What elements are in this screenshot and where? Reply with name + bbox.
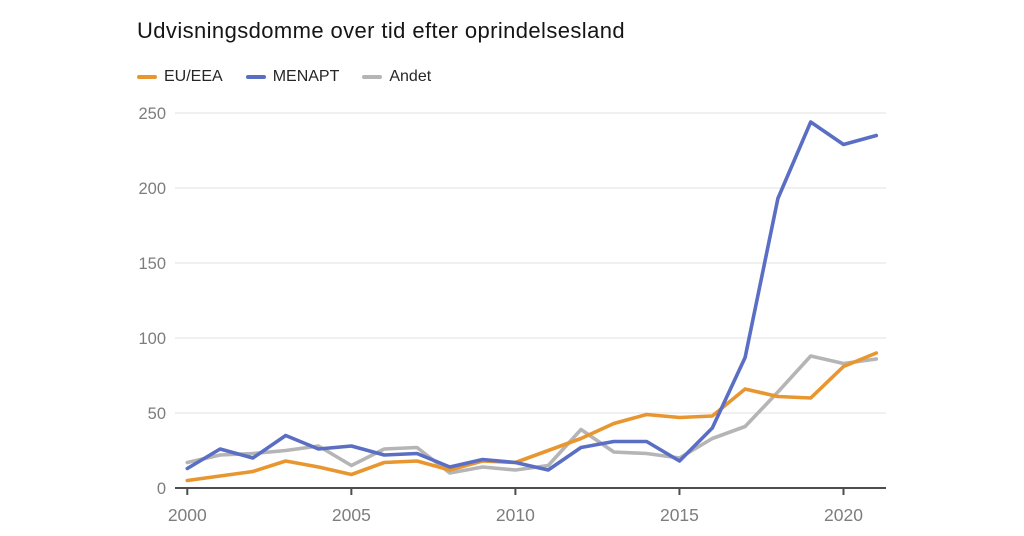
series-line-menapt [185,120,879,472]
x-tick-label-2020: 2020 [824,505,863,525]
series-line-eu-eea [185,351,879,483]
y-tick-label-250: 250 [138,105,166,123]
y-tick-label-100: 100 [138,330,166,348]
legend-item-eu-eea[interactable]: EU/EEA [137,68,223,86]
legend-label-eu-eea: EU/EEA [164,68,223,85]
y-tick-label-200: 200 [138,180,166,198]
x-tick-label-2015: 2015 [660,505,699,525]
eu-eea-line-swatch-icon [137,75,157,79]
x-tick-label-2005: 2005 [332,505,371,525]
legend-label-menapt: MENAPT [272,68,340,85]
x-tick-label-2000: 2000 [168,505,207,525]
chart-title: Udvisningsdomme over tid efter oprindels… [137,18,625,43]
legend-label-andet: Andet [389,68,432,85]
legend-item-andet[interactable]: Andet [362,68,431,86]
legend-item-menapt[interactable]: MENAPT [245,68,340,86]
chart-legend: EU/EEA MENAPT Andet [137,68,431,86]
y-tick-label-0: 0 [157,480,166,498]
andet-line-swatch-icon [362,75,383,79]
x-tick-label-2010: 2010 [496,505,535,525]
y-tick-label-150: 150 [138,255,166,273]
y-tick-label-50: 50 [148,405,166,423]
menapt-line-swatch-icon [245,75,266,79]
